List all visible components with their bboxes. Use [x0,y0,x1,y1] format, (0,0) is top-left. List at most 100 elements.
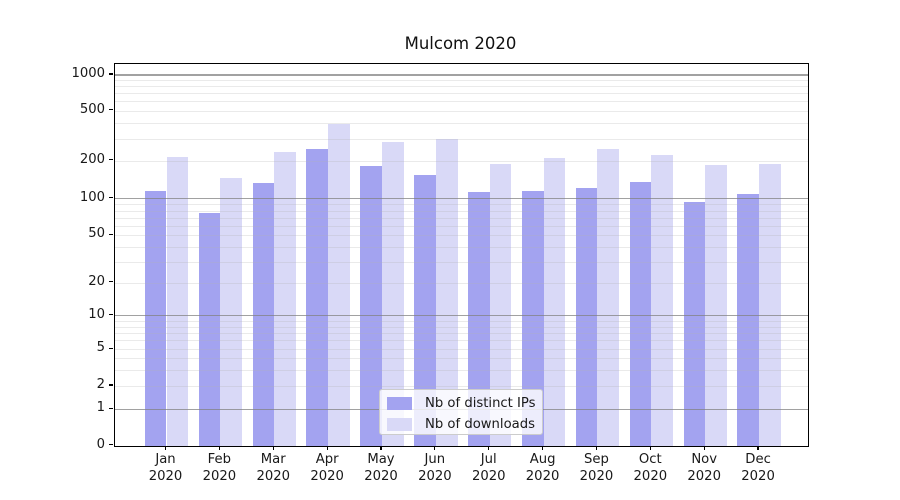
x-tick-month: Mar [260,452,286,467]
y-tick-label: 500 [79,101,105,117]
x-tick-year: 2020 [633,468,668,484]
y-tick-mark [109,73,113,75]
legend-swatch-distinct-ips [387,397,412,410]
minor-gridline [115,210,808,212]
x-tick-month: Jun [424,452,446,467]
legend-item-distinct-ips: Nb of distinct IPs [387,395,542,413]
bar-ips-oct [629,181,652,446]
minor-gridline [115,349,808,351]
x-tick-month: Jan [155,452,176,467]
x-tick-label: Apr 2020 [299,452,355,485]
x-tick-month: Oct [638,452,662,467]
minor-gridline [115,235,808,237]
bar-ips-nov [683,202,706,446]
minor-gridline [115,93,808,95]
minor-gridline [115,160,808,162]
bar-downloads-jan [166,156,189,446]
bar-ips-feb [198,212,221,446]
x-tick-label: Oct 2020 [622,452,678,485]
legend: Nb of distinct IPs Nb of downloads [379,388,543,435]
x-tick-mark [164,446,167,450]
minor-gridline [115,369,808,371]
minor-gridline [115,358,808,360]
x-tick-month: Dec [745,452,771,467]
major-gridline [115,198,808,200]
y-tick-label: 1 [96,400,105,416]
minor-gridline [115,386,808,387]
major-gridline [115,74,808,76]
major-gridline [115,315,808,317]
x-tick-year: 2020 [310,468,344,484]
bar-downloads-jul [489,163,512,446]
x-tick-label: Sep 2020 [568,452,624,485]
x-tick-year: 2020 [741,468,775,484]
y-tick-label: 5 [96,340,105,356]
bar-ips-may [360,165,382,446]
x-tick-label: Jul 2020 [461,452,517,485]
y-tick-label: 200 [79,151,105,167]
y-tick-mark [109,443,113,446]
minor-gridline [115,217,808,219]
minor-gridline [115,80,808,82]
minor-gridline [115,86,808,88]
minor-gridline [115,101,808,103]
bar-downloads-nov [705,165,727,446]
x-tick-month: Nov [691,452,718,467]
bar-downloads-apr [328,124,350,446]
y-tick-label: 20 [88,273,105,289]
x-tick-month: Sep [584,452,609,467]
minor-gridline [115,138,808,140]
y-tick-label: 1000 [71,66,105,81]
bar-downloads-mar [274,152,296,446]
bar-ips-aug [521,190,544,446]
x-tick-month: Jul [480,452,497,467]
x-tick-mark [541,446,544,450]
minor-gridline [115,340,808,342]
y-tick-mark [109,407,113,409]
y-tick-mark [109,197,113,199]
y-tick-label: 100 [79,189,105,205]
minor-gridline [115,225,808,227]
y-tick-mark [109,347,113,349]
x-tick-label: Nov 2020 [676,452,732,485]
x-tick-label: Jun 2020 [407,452,463,485]
legend-label-distinct-ips: Nb of distinct IPs [425,396,536,411]
minor-gridline [115,204,808,206]
bar-ips-apr [306,148,329,446]
y-tick-mark [109,159,113,161]
x-tick-mark [488,446,490,450]
y-tick-label: 10 [88,306,105,322]
legend-swatch-downloads [387,418,412,431]
bar-downloads-dec [759,164,781,446]
y-tick-label: 2 [96,377,105,392]
legend-label-downloads: Nb of downloads [425,417,535,432]
x-tick-year: 2020 [148,468,183,484]
bar-ips-dec [737,193,760,446]
minor-gridline [115,246,808,248]
x-tick-label: Aug 2020 [515,452,571,485]
x-tick-label: Dec 2020 [730,452,786,485]
x-tick-year: 2020 [525,468,560,484]
x-tick-month: Aug [529,452,556,467]
x-tick-mark [326,446,328,450]
bar-downloads-jun [435,138,458,446]
bar-downloads-oct [651,155,674,446]
x-tick-mark [380,446,382,450]
minor-gridline [115,282,808,284]
x-tick-label: Jan 2020 [138,452,194,485]
bar-downloads-aug [543,157,566,446]
bar-ips-mar [252,182,275,446]
x-tick-year: 2020 [256,468,291,484]
minor-gridline [115,320,808,322]
minor-gridline [115,110,808,112]
x-tick-mark [434,446,436,450]
y-tick-label: 50 [88,226,105,242]
y-tick-mark [109,384,113,386]
x-tick-mark [272,446,274,450]
chart-title: Mulcom 2020 [404,34,517,53]
x-tick-mark [649,446,651,450]
x-tick-month: May [367,452,395,467]
y-tick-label: 0 [96,436,105,452]
x-tick-label: Mar 2020 [245,452,301,485]
